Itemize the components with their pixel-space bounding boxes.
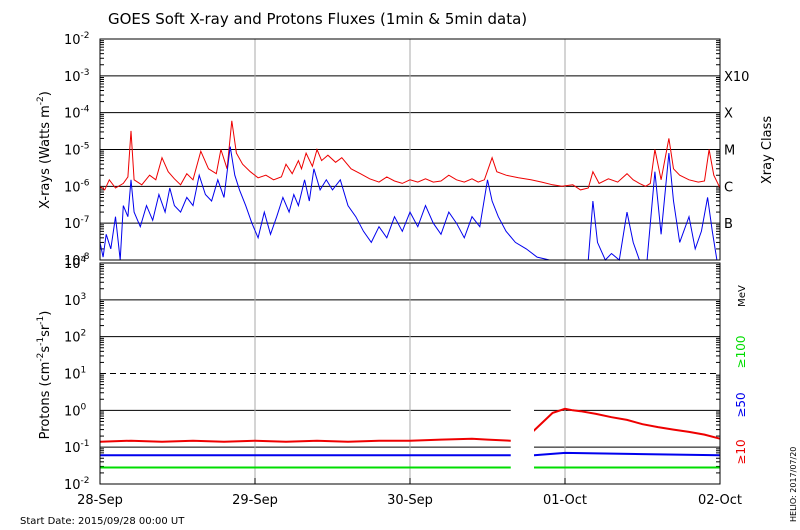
y-tick-label: 10-8 — [64, 252, 90, 269]
y-tick-label: 102 — [64, 329, 86, 346]
proton-legend-entry: ≥10 — [734, 439, 748, 464]
credit-label: HELIO: 2017/07/20 — [789, 447, 798, 522]
xray-class-label: C — [724, 180, 733, 195]
proton-legend-entry: ≥100 — [734, 336, 748, 369]
xray-panel-frame — [99, 38, 721, 261]
proton-series-line-1 — [100, 451, 721, 457]
y-tick-label: 103 — [64, 292, 86, 309]
y-tick-label: 10-5 — [64, 142, 90, 159]
proton-ylabel: Protons (cm-2s-1sr-1) — [36, 311, 53, 440]
proton-series-group — [99, 400, 721, 483]
proton-legend-entry: ≥50 — [734, 392, 748, 417]
y-tick-label: 10-1 — [64, 439, 90, 456]
y-tick-label: 10-2 — [64, 476, 90, 493]
xray-class-axis-title: Xray Class — [760, 116, 775, 184]
y-tick-label: 101 — [64, 366, 86, 383]
xray-ylabel: X-rays (Watts m-2) — [36, 91, 53, 209]
y-tick-label: 100 — [64, 402, 87, 419]
xray-class-label: B — [724, 217, 733, 232]
xray-series-line-0 — [99, 120, 721, 191]
x-tick-labels: 28-Sep 29-Sep 30-Sep 01-Oct 02-Oct — [77, 478, 742, 508]
x-tick-label: 30-Sep — [387, 493, 433, 508]
y-tick-label: 10-7 — [64, 215, 90, 232]
y-tick-label: 10-3 — [64, 68, 90, 85]
proton-unit-label: MeV — [737, 285, 748, 307]
y-tick-label: 10-4 — [64, 105, 90, 122]
start-date-label: Start Date: 2015/09/28 00:00 UT — [20, 516, 185, 527]
proton-legend: ≥100 ≥50 ≥10 — [734, 336, 748, 465]
proton-panel-grid — [100, 263, 720, 484]
xray-series-line-1 — [99, 146, 718, 261]
xray-series-group — [99, 120, 721, 261]
xray-class-label: M — [724, 144, 735, 159]
x-tick-label: 29-Sep — [232, 493, 278, 508]
xray-panel-grid — [100, 39, 720, 260]
xray-y-tick-labels: 10-2 10-3 10-4 10-5 10-6 10-7 10-8 — [64, 31, 90, 269]
y-tick-label: 104 — [64, 255, 87, 272]
data-gap — [510, 400, 534, 483]
xray-class-label: X10 — [724, 70, 749, 85]
y-tick-label: 10-2 — [64, 31, 90, 48]
x-tick-label: 02-Oct — [698, 493, 742, 508]
chart-title: GOES Soft X-ray and Protons Fluxes (1min… — [108, 10, 527, 28]
xray-class-labels: X10 X M C B — [724, 70, 749, 232]
x-tick-label: 01-Oct — [543, 493, 587, 508]
xray-class-label: X — [724, 107, 733, 122]
y-tick-label: 10-6 — [64, 178, 90, 195]
x-tick-label: 28-Sep — [77, 493, 123, 508]
proton-y-tick-labels: 104 103 102 101 100 10-1 10-2 — [64, 255, 90, 493]
